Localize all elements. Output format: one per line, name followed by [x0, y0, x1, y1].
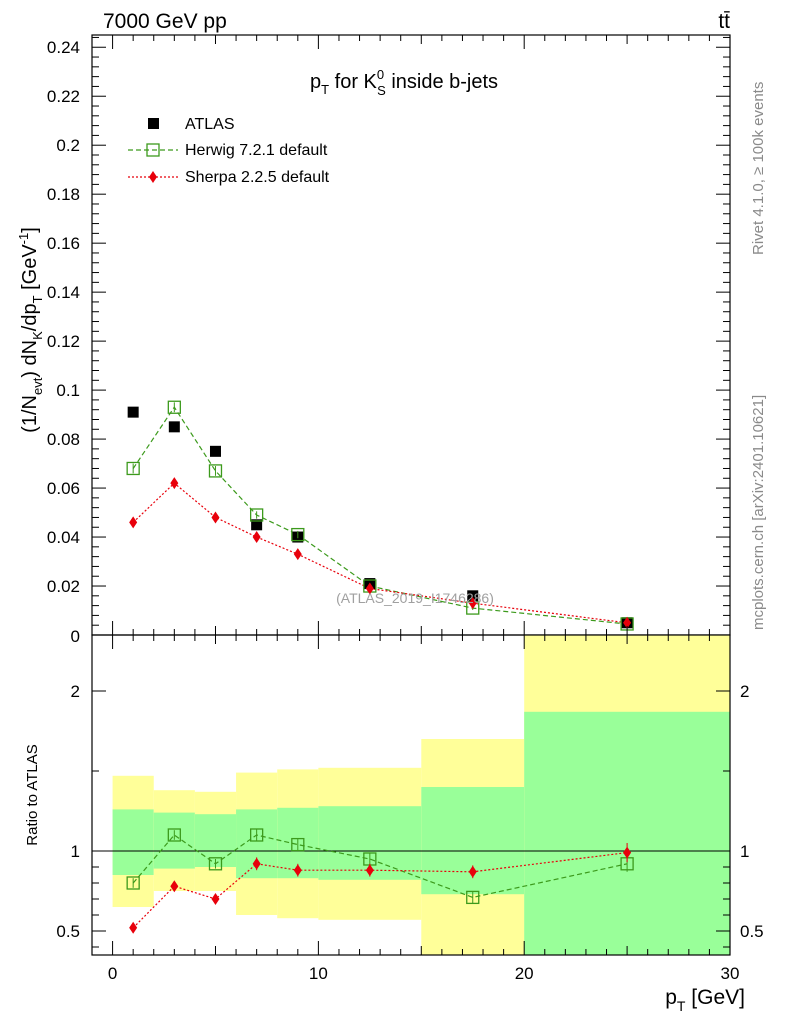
sherpa-point [129, 516, 138, 529]
main-y-tick-label: 0.2 [56, 136, 80, 155]
ratio-frame [91, 634, 731, 956]
sherpa-point [623, 616, 632, 629]
main-y-tick-label: 0.08 [47, 430, 80, 449]
main-y-tick-labels: 0.02 0.04 0.06 0.08 0.1 0.12 0.14 0.16 0.18 0.2 0.… [47, 38, 80, 596]
x-axis-label: pT [GeV] [665, 986, 745, 1014]
ratio-y-tick-label-right: 1 [740, 842, 749, 861]
ratio-series-layer [126, 828, 634, 934]
ratio-y-tick-label: 1 [71, 842, 80, 861]
legend-herwig-marker [146, 143, 160, 157]
sherpa-point [170, 477, 179, 490]
ratio-y-tick-label: 0.5 [56, 922, 80, 941]
rivet-label: Rivet 4.1.0, ≥ 100k events [750, 82, 767, 255]
herwig-point [208, 464, 223, 478]
ratio-herwig-point [291, 837, 305, 852]
ratio-sherpa-line [132, 852, 628, 929]
atlas-point [209, 445, 221, 457]
legend-herwig-label: Herwig 7.2.1 default [185, 142, 328, 159]
ratio-herwig-point [466, 890, 480, 905]
sherpa-point [211, 511, 220, 524]
sherpa-line [132, 482, 628, 624]
ratio-sherpa-point [623, 846, 632, 859]
ratio-herwig-line [132, 834, 628, 899]
main-panel: 0.02 0.04 0.06 0.08 0.1 0.12 0.14 0.16 0.18 0.2 0.… [16, 34, 731, 646]
main-y-tick-label: 0.04 [47, 528, 80, 547]
main-y-tick-label: 0.22 [47, 87, 80, 106]
herwig-point [249, 508, 264, 522]
ratio-herwig-point [208, 857, 223, 871]
ratio-sherpa-point [468, 865, 477, 878]
ratio-sherpa-point [129, 921, 138, 934]
main-y-tick-label: 0.12 [47, 332, 80, 351]
ratio-x-tick-label: 30 [721, 964, 740, 983]
atlas-point [127, 406, 139, 418]
ratio-herwig-point [249, 828, 264, 842]
ratio-sherpa-point [365, 864, 374, 877]
ratio-bands-layer [112, 635, 730, 955]
chart-title: pT for K0 S inside b-jets [310, 67, 498, 98]
mcplots-label: mcplots.cern.ch [arXiv:2401.10621] [750, 395, 767, 630]
main-y-zero-label: 0 [71, 627, 80, 646]
ratio-y-tick-label: 2 [71, 682, 80, 701]
ratio-tick-labels: 0 10 20 30 0.5 0.5 1 1 2 2 [56, 682, 763, 983]
legend: ATLAS Herwig 7.2.1 default Sherpa 2.2.5 … [128, 116, 330, 186]
main-y-tick-label: 0.06 [47, 479, 80, 498]
ratio-x-tick-label: 0 [108, 964, 117, 983]
main-axis-ticks [92, 35, 731, 636]
ratio-herwig-point [167, 828, 181, 842]
ratio-panel: 0 10 20 30 0.5 0.5 1 1 2 2 Ratio to ATLAS pT [GeV… [24, 634, 764, 1014]
main-y-axis-label: (1/Nevt) dNK/dpT [GeV-1] [16, 227, 45, 433]
ratio-band-green [112, 809, 154, 875]
sherpa-point [468, 597, 477, 610]
ratio-y-tick-label-right: 2 [740, 682, 749, 701]
main-y-tick-label: 0.02 [47, 577, 80, 596]
herwig-point [167, 400, 181, 414]
main-y-tick-label: 0.18 [47, 185, 80, 204]
herwig-line [132, 406, 628, 625]
ratio-y-axis-label: Ratio to ATLAS [24, 744, 41, 845]
atlas-point [168, 421, 180, 433]
header-left: 7000 GeV pp [103, 10, 227, 33]
ratio-axis-ticks [92, 635, 731, 955]
herwig-point [291, 527, 305, 542]
herwig-point [126, 461, 140, 476]
ratio-x-tick-label: 10 [309, 964, 328, 983]
sherpa-point [293, 548, 302, 561]
legend-sherpa-label: Sherpa 2.2.5 default [185, 169, 330, 186]
sherpa-point [365, 582, 374, 595]
legend-sherpa-marker [149, 171, 157, 183]
atlas-point [467, 590, 479, 602]
analysis-watermark: (ATLAS_2019_I1746286) [336, 590, 494, 606]
ratio-sherpa-point [293, 864, 302, 877]
main-y-tick-label: 0.16 [47, 234, 80, 253]
sherpa-point [252, 531, 261, 544]
legend-atlas-marker [148, 118, 159, 129]
legend-atlas-label: ATLAS [185, 116, 235, 133]
ratio-sherpa-point [211, 893, 220, 905]
ratio-band-green [524, 711, 730, 955]
ratio-sherpa-point [170, 880, 179, 893]
ratio-herwig-point [126, 876, 140, 890]
main-y-tick-label: 0.1 [56, 381, 80, 400]
main-y-tick-label: 0.14 [47, 283, 80, 302]
main-series-layer [126, 400, 634, 631]
atlas-point [251, 519, 263, 531]
ratio-y-tick-label-right: 0.5 [740, 922, 764, 941]
ratio-x-tick-label: 20 [515, 964, 534, 983]
ratio-sherpa-point [252, 857, 261, 870]
main-y-tick-label: 0.24 [47, 38, 80, 57]
header-right: tt̄ [718, 10, 730, 33]
